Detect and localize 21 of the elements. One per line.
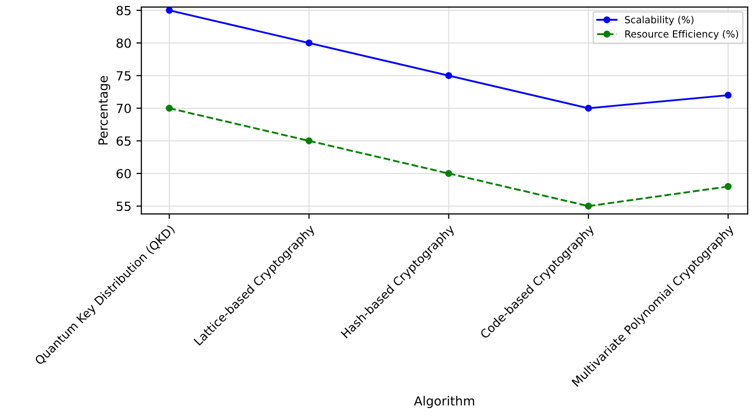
point bbox=[584, 104, 592, 112]
x-axis-title: Algorithm bbox=[414, 396, 474, 408]
y-tick-label: 70 bbox=[116, 104, 131, 114]
point bbox=[445, 170, 452, 177]
point bbox=[724, 92, 732, 99]
point bbox=[166, 104, 173, 112]
y-tick-label: 60 bbox=[116, 168, 131, 178]
y-tick-label: 75 bbox=[116, 71, 131, 81]
point bbox=[306, 137, 312, 144]
legend-label: Scalability (%) bbox=[625, 16, 694, 26]
point bbox=[166, 7, 173, 14]
legend-label: Resource Efficiency (%) bbox=[625, 30, 738, 40]
y-tick-label: 85 bbox=[116, 6, 131, 16]
point bbox=[584, 202, 592, 210]
point bbox=[306, 40, 312, 46]
point bbox=[445, 72, 452, 80]
y-axis-title: Percentage bbox=[98, 76, 110, 144]
y-tick-label: 80 bbox=[116, 38, 131, 48]
y-tick-label: 65 bbox=[116, 136, 131, 146]
point bbox=[724, 183, 732, 190]
y-tick-label: 55 bbox=[116, 202, 131, 212]
